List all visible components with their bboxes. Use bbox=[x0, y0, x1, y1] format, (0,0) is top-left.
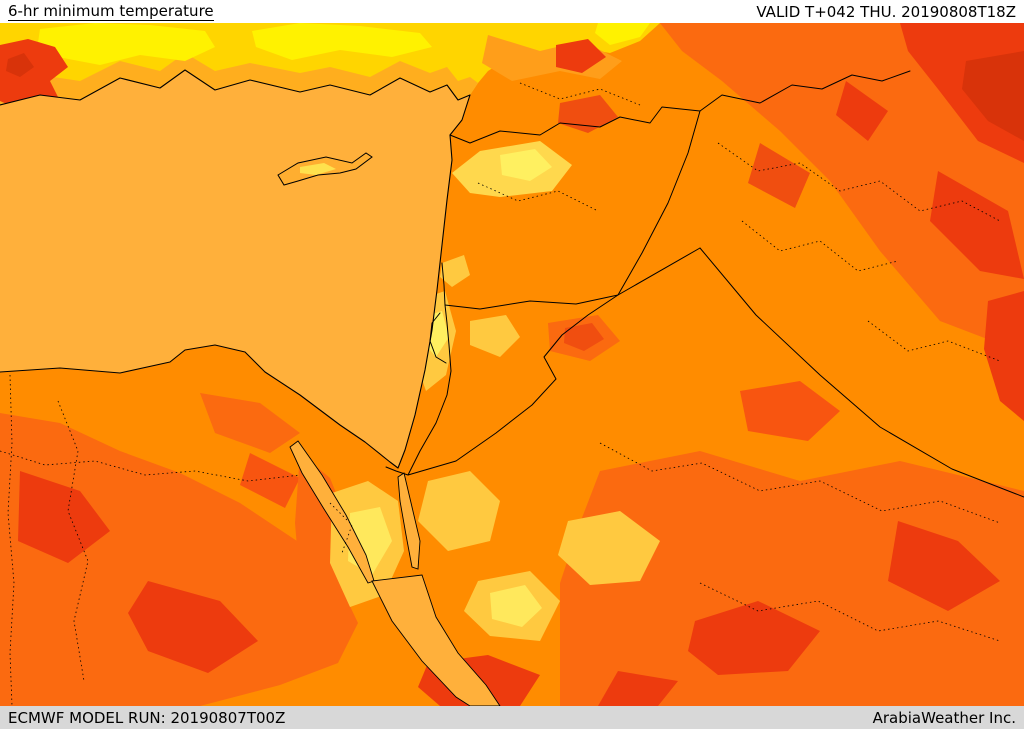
yellow-patch bbox=[440, 255, 470, 287]
bright-yellow-patch bbox=[595, 23, 650, 45]
bright-patch bbox=[490, 585, 542, 627]
jordan-river-line bbox=[407, 262, 452, 476]
gulf-of-suez bbox=[289, 440, 375, 584]
deep-red-blob bbox=[6, 53, 34, 77]
valid-time-label: VALID T+042 THU. 20190808T18Z bbox=[756, 2, 1016, 21]
red-blob bbox=[128, 581, 258, 673]
dotted-boundary bbox=[741, 220, 899, 272]
bright-yellow-patch bbox=[38, 23, 215, 65]
red-blob bbox=[740, 381, 840, 441]
header-bar: 6-hr minimum temperature VALID T+042 THU… bbox=[0, 0, 1024, 23]
dotted-boundary bbox=[0, 450, 301, 482]
red-blob bbox=[18, 471, 110, 563]
red-blob bbox=[558, 95, 618, 133]
page-title: 6-hr minimum temperature bbox=[8, 2, 214, 21]
turkey-syria-iraq-border bbox=[449, 70, 911, 144]
red-blob bbox=[598, 671, 678, 706]
turkey-coastline bbox=[0, 69, 471, 136]
west-bank-line bbox=[429, 312, 447, 364]
brand-label: ArabiaWeather Inc. bbox=[872, 708, 1016, 727]
hot-orange-blob bbox=[200, 393, 300, 453]
temperature-map bbox=[0, 23, 1024, 706]
yellow-patch bbox=[558, 511, 660, 585]
iraq-hot-region bbox=[660, 23, 1024, 353]
syria-jordan-border bbox=[444, 294, 619, 310]
yellow-patch bbox=[470, 315, 520, 357]
bright-yellow-patch bbox=[252, 23, 432, 60]
model-run-label: ECMWF MODEL RUN: 20190807T00Z bbox=[8, 708, 286, 727]
red-blob bbox=[556, 39, 606, 73]
iraq-saudi-border bbox=[699, 247, 1024, 498]
yellow-patch bbox=[418, 471, 500, 551]
dotted-boundary bbox=[329, 502, 353, 554]
levant-egypt-coastline bbox=[0, 134, 453, 469]
egypt-hot-region bbox=[0, 413, 358, 706]
gulf-of-aqaba bbox=[397, 472, 421, 570]
red-blob bbox=[688, 601, 820, 675]
bright-patch bbox=[500, 149, 552, 181]
cyprus-yellow-patch bbox=[300, 163, 336, 175]
red-blob bbox=[836, 81, 888, 141]
red-blob bbox=[240, 453, 300, 508]
dotted-boundary bbox=[699, 582, 1001, 642]
deep-red-blob bbox=[962, 51, 1024, 141]
jordan-iraq-border bbox=[617, 247, 701, 296]
red-blob bbox=[748, 143, 810, 208]
saudi-hot-region bbox=[560, 451, 1024, 706]
red-blob bbox=[984, 291, 1024, 421]
dotted-boundary bbox=[477, 182, 599, 212]
dotted-boundary bbox=[519, 82, 641, 106]
syria-iraq-border bbox=[617, 110, 701, 296]
red-blob bbox=[888, 521, 1000, 611]
red-sea bbox=[371, 574, 501, 706]
egypt-israel-border bbox=[385, 466, 409, 476]
footer-bar: ECMWF MODEL RUN: 20190807T00Z ArabiaWeat… bbox=[0, 706, 1024, 729]
map-container bbox=[0, 23, 1024, 706]
red-blob bbox=[930, 171, 1024, 279]
red-blob bbox=[564, 323, 604, 351]
jordan-saudi-border bbox=[407, 294, 619, 476]
